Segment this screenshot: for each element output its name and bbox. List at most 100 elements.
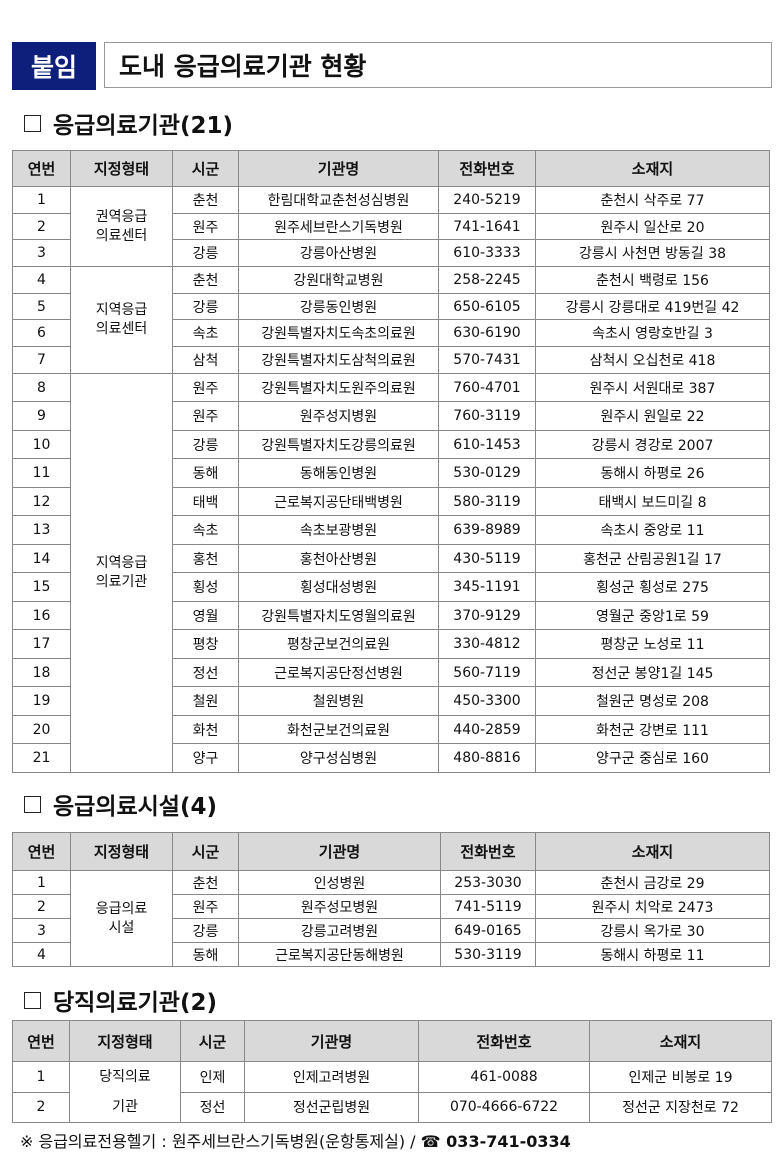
column-header: 지정형태 xyxy=(70,832,173,871)
address: 춘천시 금강로 29 xyxy=(535,870,770,895)
column-header: 소재지 xyxy=(535,832,770,871)
row-number: 6 xyxy=(12,319,71,348)
address: 춘천시 백령로 156 xyxy=(535,266,770,294)
address: 원주시 치악로 2473 xyxy=(535,894,770,919)
phone-number: 650-6105 xyxy=(438,292,536,321)
address: 강릉시 강릉대로 419번길 42 xyxy=(535,292,770,321)
institution-name: 속초보광병원 xyxy=(238,515,439,545)
address: 정선군 지장천로 72 xyxy=(589,1091,772,1123)
institution-name: 원주성지병원 xyxy=(238,401,439,431)
phone-number: 760-3119 xyxy=(438,401,536,431)
address: 속초시 중앙로 11 xyxy=(535,515,770,545)
row-number: 1 xyxy=(12,1061,70,1093)
column-header: 기관명 xyxy=(238,832,441,871)
row-number: 17 xyxy=(12,629,71,659)
row-number: 1 xyxy=(12,870,71,895)
emergency-institutions-table: 연번 지정형태 시군 기관명 전화번호 소재지 1 권역응급 의료센터 춘천 한림대학교춘천성심병… xyxy=(12,150,770,773)
table-row: 19 철원 철원병원 450-3300 철원군 명성로 208 xyxy=(12,686,770,716)
city: 화천 xyxy=(172,714,239,745)
address: 정선군 봉양1길 145 xyxy=(535,657,770,688)
city: 강릉 xyxy=(172,239,239,268)
institution-name: 철원병원 xyxy=(238,686,439,716)
institution-name: 화천군보건의료원 xyxy=(238,714,439,745)
address: 평창군 노성로 11 xyxy=(535,629,770,659)
table-row: 1 응급의료 시설 춘천 인성병원 253-3030 춘천시 금강로 29 xyxy=(12,870,770,967)
city: 인제 xyxy=(180,1061,245,1093)
address: 태백시 보드미길 8 xyxy=(535,486,770,517)
telephone-number: ☎ 033-741-0334 xyxy=(420,1132,571,1151)
column-header: 소재지 xyxy=(535,150,770,187)
city: 정선 xyxy=(180,1091,245,1123)
address: 홍천군 산림공원1길 17 xyxy=(535,543,770,574)
section-heading-emergency-facilities: 응급의료시설(4) xyxy=(24,787,217,821)
table-row: 8 지역응급 의료기관 원주 강원특별자치도원주의료원 760-4701 원주시 서원대로… xyxy=(12,372,770,773)
row-number: 12 xyxy=(12,486,71,517)
row-number: 7 xyxy=(12,346,71,374)
city: 영월 xyxy=(172,600,239,631)
designation-type: 당직의료 기관 xyxy=(69,1061,181,1123)
column-header: 연번 xyxy=(12,150,71,187)
city: 동해 xyxy=(172,458,239,488)
row-number: 4 xyxy=(12,942,71,967)
section-title: 응급의료시설(4) xyxy=(53,794,217,820)
phone-number: 649-0165 xyxy=(440,918,536,943)
table-row: 20 화천 화천군보건의료원 440-2859 화천군 강변로 111 xyxy=(12,714,770,745)
section-title: 응급의료기관(21) xyxy=(53,113,233,139)
institution-name: 근로복지공단동해병원 xyxy=(238,942,441,967)
phone-number: 630-6190 xyxy=(438,319,536,348)
row-number: 2 xyxy=(12,212,71,241)
phone-number: 530-3119 xyxy=(440,942,536,967)
row-number: 20 xyxy=(12,714,71,745)
row-number: 16 xyxy=(12,600,71,631)
institution-name: 인제고려병원 xyxy=(244,1061,419,1093)
city: 춘천 xyxy=(172,870,239,895)
address: 강릉시 경강로 2007 xyxy=(535,429,770,460)
address: 강릉시 옥가로 30 xyxy=(535,918,770,943)
phone-number: 610-1453 xyxy=(438,429,536,460)
table-row: 12 태백 근로복지공단태백병원 580-3119 태백시 보드미길 8 xyxy=(12,486,770,517)
institution-name: 강릉동인병원 xyxy=(238,292,439,321)
column-header: 시군 xyxy=(172,150,239,187)
column-header: 전화번호 xyxy=(440,832,536,871)
table-row: 2 원주 원주성모병원 741-5119 원주시 치악로 2473 xyxy=(12,894,770,919)
address: 횡성군 횡성로 275 xyxy=(535,572,770,602)
footnote: ※ 응급의료전용헬기 : 원주세브란스기독병원(운항통제실) / ☎ 033-7… xyxy=(20,1128,571,1152)
row-number: 8 xyxy=(12,372,71,403)
designation-type: 응급의료 시설 xyxy=(70,870,173,967)
address: 원주시 일산로 20 xyxy=(535,212,770,241)
phone-number: 240-5219 xyxy=(438,186,536,214)
phone-number: 610-3333 xyxy=(438,239,536,268)
table-row: 5 강릉 강릉동인병원 650-6105 강릉시 강릉대로 419번길 42 xyxy=(12,292,770,321)
address: 춘천시 삭주로 77 xyxy=(535,186,770,214)
address: 동해시 하평로 11 xyxy=(535,942,770,967)
city: 횡성 xyxy=(172,572,239,602)
city: 정선 xyxy=(172,657,239,688)
institution-name: 동해동인병원 xyxy=(238,458,439,488)
institution-name: 평창군보건의료원 xyxy=(238,629,439,659)
institution-name: 강원특별자치도강릉의료원 xyxy=(238,429,439,460)
address: 양구군 중심로 160 xyxy=(535,743,770,773)
table-row: 2 원주 원주세브란스기독병원 741-1641 원주시 일산로 20 xyxy=(12,212,770,241)
row-number: 5 xyxy=(12,292,71,321)
institution-name: 근로복지공단정선병원 xyxy=(238,657,439,688)
phone-number: 430-5119 xyxy=(438,543,536,574)
institution-name: 인성병원 xyxy=(238,870,441,895)
row-number: 19 xyxy=(12,686,71,716)
phone-number: 345-1191 xyxy=(438,572,536,602)
table-row: 21 양구 양구성심병원 480-8816 양구군 중심로 160 xyxy=(12,743,770,773)
institution-name: 강원특별자치도영월의료원 xyxy=(238,600,439,631)
column-header: 시군 xyxy=(180,1020,245,1062)
phone-number: 741-5119 xyxy=(440,894,536,919)
column-header: 연번 xyxy=(12,1020,70,1062)
table-row: 7 삼척 강원특별자치도삼척의료원 570-7431 삼척시 오십천로 418 xyxy=(12,346,770,374)
table-row: 15 횡성 횡성대성병원 345-1191 횡성군 횡성로 275 xyxy=(12,572,770,602)
row-number: 13 xyxy=(12,515,71,545)
phone-number: 480-8816 xyxy=(438,743,536,773)
section-title: 당직의료기관(2) xyxy=(53,990,217,1016)
row-number: 18 xyxy=(12,657,71,688)
column-header: 연번 xyxy=(12,832,71,871)
address: 원주시 원일로 22 xyxy=(535,401,770,431)
column-header: 전화번호 xyxy=(418,1020,590,1062)
institution-name: 강원특별자치도속초의료원 xyxy=(238,319,439,348)
institution-name: 원주세브란스기독병원 xyxy=(238,212,439,241)
